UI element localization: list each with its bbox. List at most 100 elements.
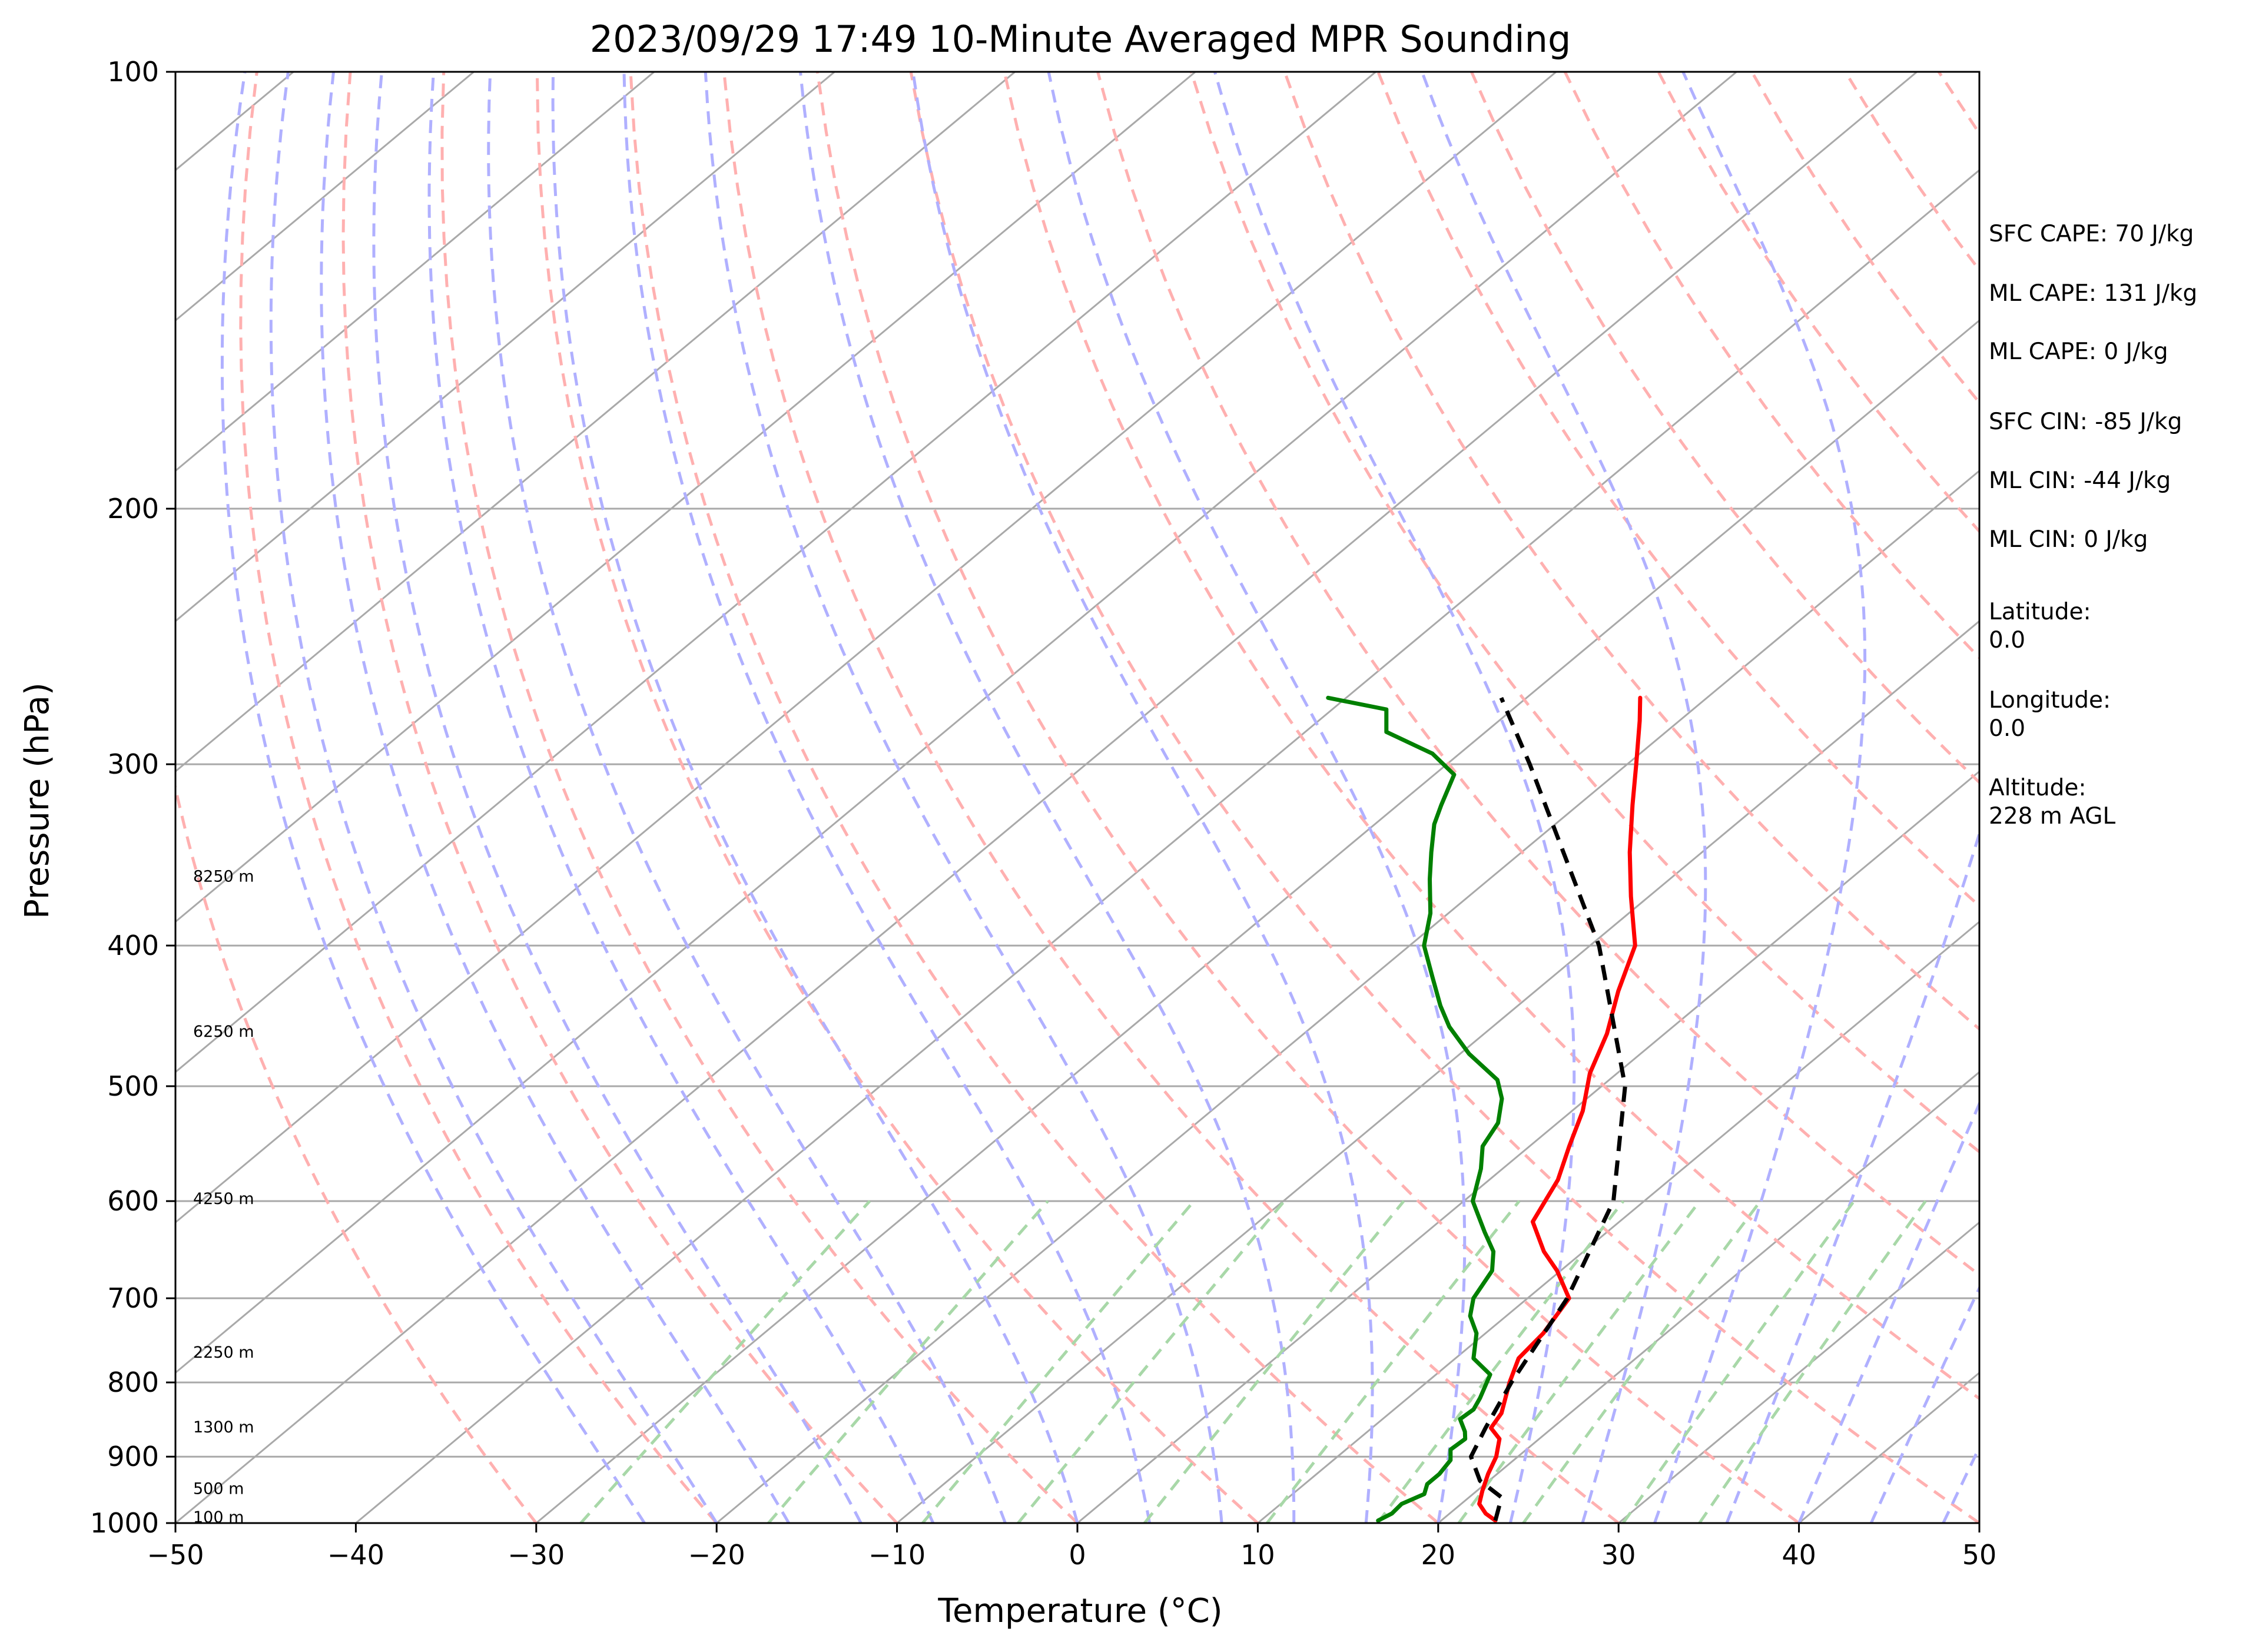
dry-adiabat-line <box>1563 72 1979 660</box>
plot-area: −50 −40 −30 −20 −10 0 10 20 30 40 50 100 200 300 400 50… <box>0 56 2249 1571</box>
moist-adiabat-line <box>704 72 1223 1523</box>
dry-adiabat-line <box>440 72 1079 1523</box>
y-tick-label: 600 <box>107 1185 159 1217</box>
x-tick-label: −20 <box>688 1539 745 1571</box>
location-value: 0.0 <box>1989 627 2025 653</box>
height-label: 1300 m <box>193 1418 254 1437</box>
moist-adiabat-line <box>1047 72 1467 1523</box>
moist-adiabat-line <box>372 72 863 1523</box>
mixing-ratio-line <box>1698 1200 1927 1523</box>
y-tick-label: 800 <box>107 1366 159 1398</box>
mixing-ratio-line <box>1457 1200 1701 1523</box>
chart-title: 2023/09/29 17:49 10-Minute Averaged MPR … <box>590 18 1571 61</box>
stats-panel: SFC CAPE: 70 J/kg ML CAPE: 131 J/kg ML CAP… <box>1989 221 2197 830</box>
x-tick-label: 30 <box>1601 1539 1636 1571</box>
moist-adiabat-line <box>220 72 646 1523</box>
isotherm-line <box>355 169 1979 1523</box>
dewpoint-profile-line <box>1326 695 1504 1523</box>
isotherm-line <box>175 72 835 622</box>
profiles <box>1326 695 1643 1523</box>
isotherm-line <box>175 72 1737 1374</box>
isotherm-line <box>1618 1221 1979 1523</box>
stat-text: SFC CIN: -85 J/kg <box>1989 409 2182 435</box>
isotherm-line <box>175 72 1918 1523</box>
isotherm-line <box>175 72 1016 773</box>
height-label: 6250 m <box>193 1023 254 1041</box>
dry-adiabat-line <box>535 72 1259 1523</box>
moist-adiabat-line <box>427 72 935 1523</box>
moist-adiabat-line <box>1869 1284 1979 1523</box>
stat-text: ML CAPE: 131 J/kg <box>1989 280 2197 307</box>
stat-text: ML CAPE: 0 J/kg <box>1989 339 2168 365</box>
temperature-profile-line <box>1477 695 1643 1523</box>
height-label: 500 m <box>193 1480 244 1498</box>
height-label: 4250 m <box>193 1190 254 1208</box>
y-tick-label: 900 <box>107 1441 159 1472</box>
moist-adiabat-line <box>622 72 1152 1523</box>
y-tick-label: 500 <box>107 1070 159 1102</box>
mixing-ratio-line <box>1266 1200 1521 1523</box>
dry-adiabat-line <box>722 72 1620 1523</box>
mixing-ratio-line <box>921 1200 1195 1523</box>
dry-adiabat-line <box>1003 72 1979 1401</box>
isotherm-line <box>175 72 1376 1073</box>
isotherm-line <box>175 72 475 322</box>
location-label: Latitude: <box>1989 599 2091 625</box>
mixing-ratio-line <box>579 1200 871 1523</box>
y-tick-label: 1000 <box>90 1507 159 1539</box>
x-axis-label: Temperature (°C) <box>937 1592 1222 1630</box>
y-tick-label: 200 <box>107 493 159 525</box>
dry-adiabat-line <box>909 72 1979 1523</box>
background-lines <box>0 72 2249 1523</box>
moist-adiabat-line <box>1653 72 1867 1523</box>
moist-adiabat-line <box>1797 1100 1979 1523</box>
moist-adiabat-line <box>799 72 1296 1523</box>
x-tick-label: −30 <box>507 1539 565 1571</box>
stat-text: SFC CAPE: 70 J/kg <box>1989 221 2194 247</box>
stat-text: ML CIN: -44 J/kg <box>1989 467 2171 494</box>
x-tick-label: 50 <box>1962 1539 1997 1571</box>
y-tick-label: 700 <box>107 1282 159 1314</box>
moist-adiabat-line <box>1213 72 1576 1523</box>
y-tick-label: 100 <box>107 56 159 88</box>
isotherm-line <box>535 319 1979 1523</box>
isotherm-line <box>1257 920 1979 1523</box>
plot-frame <box>174 71 1981 1524</box>
height-label: 100 m <box>193 1508 244 1527</box>
stat-text: ML CIN: 0 J/kg <box>1989 526 2148 553</box>
height-label: 8250 m <box>193 867 254 885</box>
isotherm-line <box>175 72 1196 923</box>
x-tick-label: −40 <box>327 1539 384 1571</box>
dry-adiabat-line <box>629 72 1439 1523</box>
moist-adiabat-line <box>1420 72 1707 1523</box>
mixing-ratio-line <box>1376 1200 1625 1523</box>
x-tick-label: 20 <box>1421 1539 1456 1571</box>
isotherm-line <box>896 620 1979 1523</box>
moist-adiabat-line <box>269 72 718 1523</box>
isotherm-line <box>175 72 655 472</box>
x-tick-label: 10 <box>1240 1539 1275 1571</box>
parcel-profile-line <box>1469 696 1627 1521</box>
mixing-ratio-line <box>767 1200 1049 1523</box>
moist-adiabat-line <box>487 72 1007 1523</box>
mixing-ratio-line <box>1621 1200 1856 1523</box>
isotherm-line <box>0 72 113 1523</box>
dry-adiabat-line <box>816 72 1800 1523</box>
dry-adiabat-line <box>239 72 718 1523</box>
location-label: Longitude: <box>1989 687 2111 714</box>
moist-adiabat-line <box>551 72 1079 1523</box>
location-value: 0.0 <box>1989 715 2025 742</box>
x-tick-label: 40 <box>1782 1539 1816 1571</box>
x-tick-label: −10 <box>868 1539 926 1571</box>
isotherm-line <box>1437 1071 1979 1523</box>
mixing-ratio-line <box>1143 1200 1405 1523</box>
moist-adiabat-line <box>1725 828 1979 1523</box>
dry-adiabat-line <box>1189 72 1979 1154</box>
mixing-ratio-line <box>1522 1200 1762 1523</box>
x-tick-label: 0 <box>1069 1539 1086 1571</box>
dry-adiabat-line <box>1283 72 1979 1031</box>
dry-adiabat-line <box>2219 72 2249 1523</box>
y-tick-label: 300 <box>107 748 159 780</box>
dry-adiabat-line <box>1096 72 1979 1277</box>
